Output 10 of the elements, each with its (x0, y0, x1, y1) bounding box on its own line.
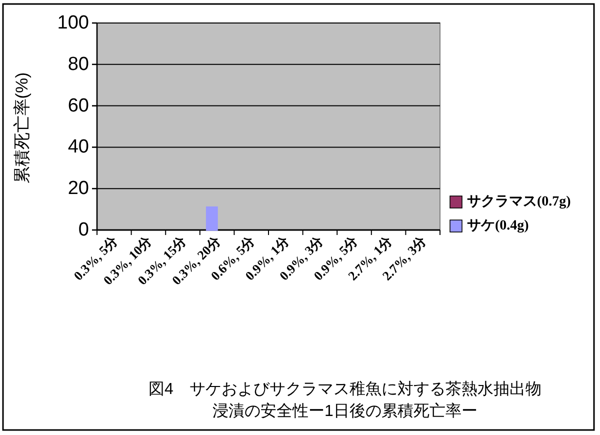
y-tick-label: 20 (68, 178, 89, 200)
y-tick-label: 100 (57, 12, 89, 34)
y-tick-label: 60 (68, 95, 89, 116)
y-axis-title: 累積死亡率(%) (12, 72, 32, 184)
y-tick-label: 80 (68, 54, 89, 75)
y-tick-label: 0 (78, 220, 89, 240)
legend-label: サクラマス(0.7g) (467, 194, 572, 210)
y-tick-label: 40 (68, 136, 89, 158)
legend-label: サケ(0.4g) (467, 218, 530, 234)
text: 図4 サケおよびサクラマス稚魚に対する茶熱水抽出物浸漬の安全性ー1日後の累積死亡率ー (148, 380, 542, 420)
